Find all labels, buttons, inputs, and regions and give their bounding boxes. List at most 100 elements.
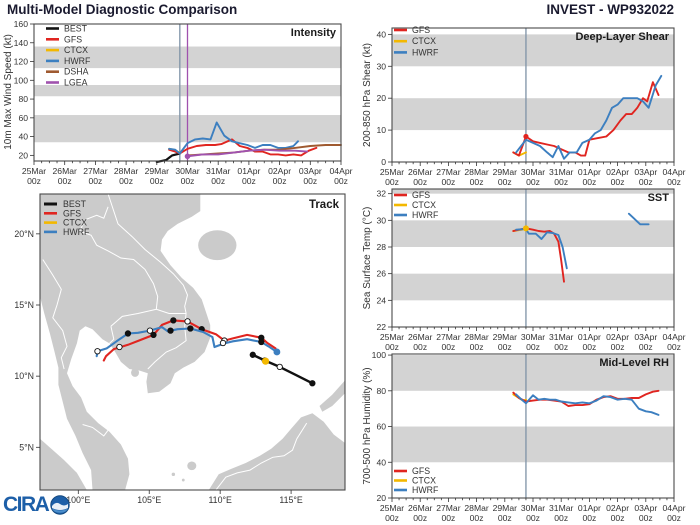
intensity-xtick-sublabel: 00z xyxy=(27,176,41,186)
track-xtick-label: 115°E xyxy=(279,495,303,505)
track-ytick-label: 5°N xyxy=(19,442,34,452)
rh-xtick-sublabel: 00z xyxy=(667,513,681,523)
track-ytick-label: 15°N xyxy=(14,300,34,310)
intensity-marker-dot-0 xyxy=(184,153,191,160)
shear-xtick-label: 03Apr xyxy=(634,167,657,177)
island-1 xyxy=(131,368,140,377)
sst-legend-label-gfs: GFS xyxy=(412,190,430,200)
shear-xtick-sublabel: 00z xyxy=(667,177,681,187)
cira-logo-text: CIRA xyxy=(3,493,50,516)
rh-xtick-label: 30Mar xyxy=(521,503,545,513)
sst-xtick-label: 25Mar xyxy=(380,332,404,342)
shear-band-1 xyxy=(392,34,674,67)
rh-band-0 xyxy=(392,426,674,463)
rh-xtick-label: 04Apr xyxy=(663,503,686,513)
island-2 xyxy=(187,461,197,471)
shear-xtick-sublabel: 00z xyxy=(611,177,625,187)
shear-ytick-label: 10 xyxy=(376,125,386,135)
sst-xtick-sublabel: 00z xyxy=(611,342,625,352)
intensity-y-axis-label: 10m Max Wind Speed (kt) xyxy=(3,34,14,150)
track-point-hwrf-2 xyxy=(187,325,194,332)
shear-hwrf-line xyxy=(515,74,663,160)
rh-xtick-label: 27Mar xyxy=(436,503,460,513)
shear-ytick-label: 20 xyxy=(376,93,386,103)
cira-logo: CIRA xyxy=(3,493,71,516)
island-0 xyxy=(198,230,237,261)
sst-xtick-sublabel: 00z xyxy=(582,342,596,352)
rh-panel: 25Mar00z26Mar00z27Mar00z28Mar00z29Mar00z… xyxy=(362,350,686,523)
shear-legend-label-hwrf: HWRF xyxy=(412,47,439,57)
shear-legend-label-ctcx: CTCX xyxy=(412,36,436,46)
country-border-4 xyxy=(147,313,187,370)
intensity-panel-label: Intensity xyxy=(291,27,337,39)
sst-xtick-sublabel: 00z xyxy=(498,342,512,352)
rh-y-axis-label: 700-500 hPa Humidity (%) xyxy=(362,367,373,484)
track-ytick-label: 10°N xyxy=(14,371,34,381)
intensity-xtick-sublabel: 00z xyxy=(119,176,133,186)
sst-xtick-label: 30Mar xyxy=(521,332,545,342)
intensity-lgea-line xyxy=(186,148,309,158)
rh-xtick-label: 01Apr xyxy=(578,503,601,513)
shear-ytick-label: 0 xyxy=(381,157,386,167)
rh-xtick-label: 25Mar xyxy=(380,503,404,513)
sst-xtick-label: 27Mar xyxy=(436,332,460,342)
shear-xtick-label: 27Mar xyxy=(436,167,460,177)
intensity-xtick-label: 28Mar xyxy=(114,166,138,176)
track-line-hwrf xyxy=(95,326,278,358)
sst-xtick-label: 04Apr xyxy=(663,332,686,342)
sst-xtick-label: 26Mar xyxy=(408,332,432,342)
sst-ytick-label: 32 xyxy=(376,189,386,199)
shear-xtick-sublabel: 00z xyxy=(470,177,484,187)
rh-xtick-label: 29Mar xyxy=(493,503,517,513)
track-xtick-label: 105°E xyxy=(137,495,161,505)
shear-xtick-label: 29Mar xyxy=(493,167,517,177)
track-legend-label-hwrf: HWRF xyxy=(63,227,90,237)
rh-gfs-line xyxy=(512,389,660,407)
intensity-xtick-label: 29Mar xyxy=(145,166,169,176)
track-legend-label-ctcx: CTCX xyxy=(63,218,87,228)
globe-icon xyxy=(50,494,71,515)
rh-legend-label-hwrf: HWRF xyxy=(412,485,439,495)
sst-panel-label: SST xyxy=(648,192,670,204)
sst-hwrf-line xyxy=(515,228,568,270)
track-dot-ctcx xyxy=(261,357,270,365)
intensity-ytick-label: 40 xyxy=(18,132,28,142)
landmass-1 xyxy=(40,438,87,490)
shear-xtick-label: 02Apr xyxy=(606,167,629,177)
intensity-legend-label-ctcx: CTCX xyxy=(64,45,88,55)
intensity-xtick-sublabel: 00z xyxy=(211,176,225,186)
sst-xtick-sublabel: 00z xyxy=(413,342,427,352)
rh-xtick-label: 31Mar xyxy=(549,503,573,513)
rh-legend-label-gfs: GFS xyxy=(412,466,430,476)
country-border-8 xyxy=(215,422,308,490)
intensity-xtick-sublabel: 00z xyxy=(58,176,72,186)
rh-xtick-sublabel: 00z xyxy=(385,513,399,523)
sst-y-axis-label: Sea Surface Temp (°C) xyxy=(362,207,373,310)
country-border-3 xyxy=(110,308,187,327)
shear-y-axis-label: 200-850 hPa Shear (kt) xyxy=(362,43,373,147)
rh-xtick-sublabel: 00z xyxy=(582,513,596,523)
rh-ytick-label: 40 xyxy=(376,457,386,467)
track-point-hwrf-0 xyxy=(258,338,265,346)
rh-band-1 xyxy=(392,355,674,391)
rh-xtick-sublabel: 00z xyxy=(441,513,455,523)
rh-legend-label-ctcx: CTCX xyxy=(412,476,436,486)
page-title: Multi-Model Diagnostic Comparison xyxy=(7,2,238,17)
intensity-xtick-label: 04Apr xyxy=(330,166,353,176)
intensity-xtick-sublabel: 00z xyxy=(303,176,317,186)
intensity-legend-label-dsha: DSHA xyxy=(64,67,89,77)
storm-id-title: INVEST - WP932022 xyxy=(546,2,674,17)
map-area xyxy=(40,194,345,490)
track-point-gfs-6 xyxy=(116,343,123,351)
country-border-7 xyxy=(79,206,109,232)
rh-xtick-sublabel: 00z xyxy=(611,513,625,523)
track-point-gfs-4 xyxy=(170,317,177,324)
shear-xtick-label: 30Mar xyxy=(521,167,545,177)
track-point-gfs-5 xyxy=(150,331,157,339)
rh-xtick-label: 26Mar xyxy=(408,503,432,513)
sst-xtick-sublabel: 00z xyxy=(526,342,540,352)
shear-ytick-label: 40 xyxy=(376,29,386,39)
track-point-best-3 xyxy=(249,351,256,358)
intensity-legend-label-gfs: GFS xyxy=(64,34,82,44)
intensity-xtick-sublabel: 00z xyxy=(88,176,102,186)
